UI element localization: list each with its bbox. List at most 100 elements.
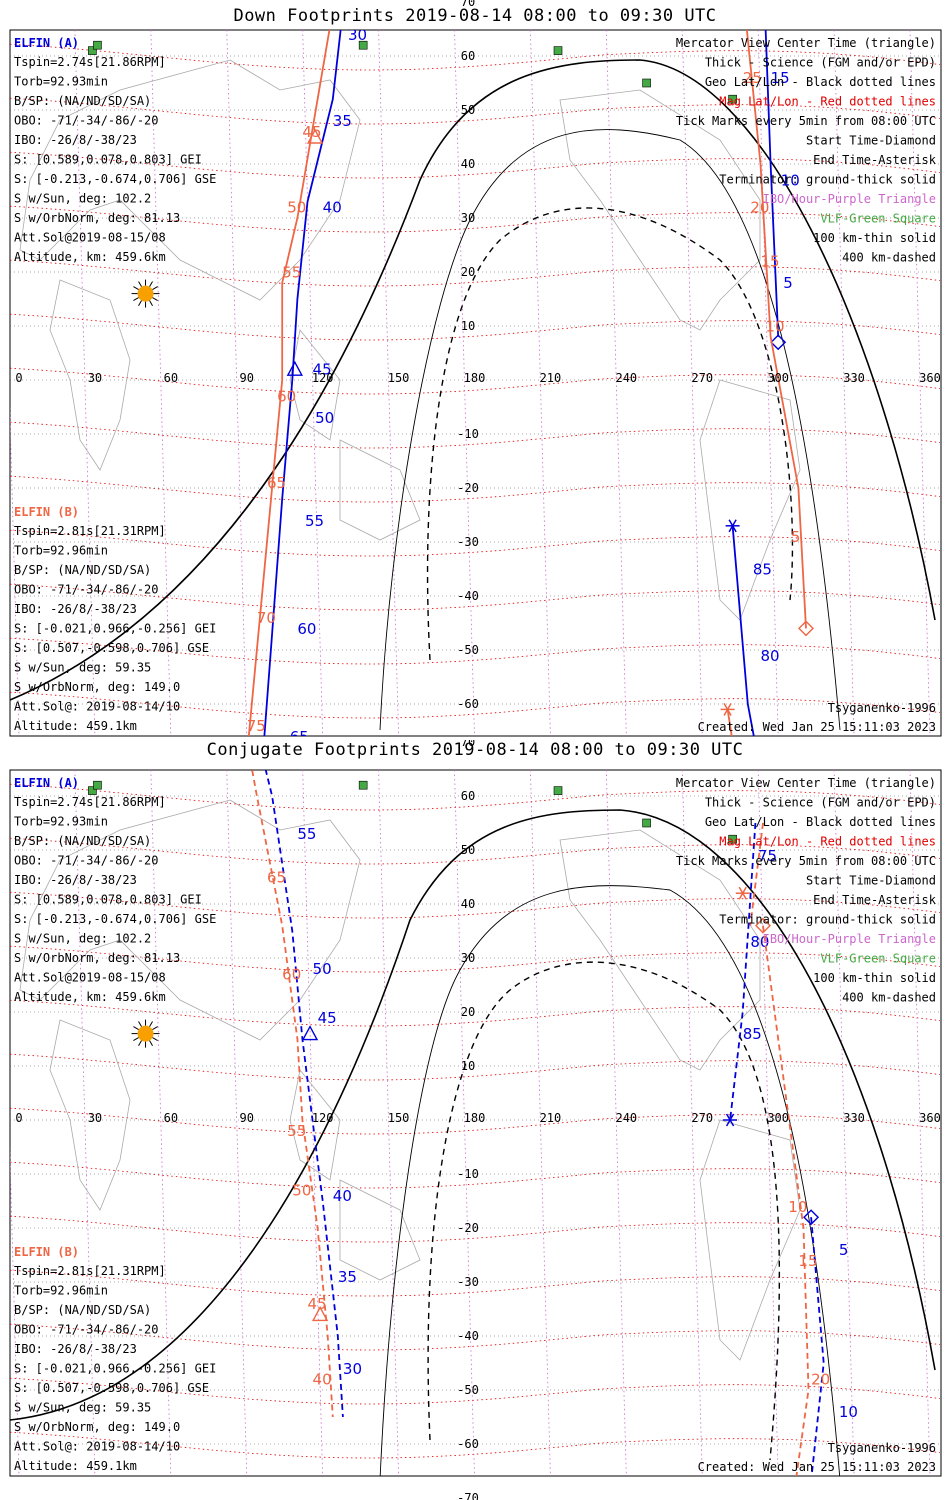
mag-lon-line — [226, 770, 248, 1476]
mag-lon-line — [74, 30, 96, 736]
terminator-ground — [10, 59, 936, 701]
center-time-triangle — [311, 1305, 329, 1322]
land-outline — [339, 1179, 421, 1281]
center-time-triangle — [301, 1025, 319, 1041]
plot-frame — [9, 29, 942, 737]
lat-tick-label: 10 — [461, 1059, 475, 1073]
sun-ray — [138, 281, 142, 287]
created-label: Created: Wed Jan 25 15:11:03 2023 — [698, 1460, 936, 1474]
orbit-track-b-segment — [749, 822, 764, 926]
elfin-a-info-line: IBO: -26/8/-38/23 — [14, 133, 137, 147]
elfin-b-info-line: IBO: -26/8/-38/23 — [14, 602, 137, 616]
mag-lon-line — [681, 30, 703, 736]
sun-ray — [133, 286, 139, 291]
sun-icon — [131, 1019, 160, 1048]
elfin-a-info-line: B/SP: (NA/ND/SD/SA) — [14, 834, 151, 848]
mag-lon-line — [757, 770, 779, 1476]
legend-entry: Thick - Science (FGM and/or EPD) — [705, 56, 936, 70]
vlf-station-marker — [88, 46, 97, 55]
orbit-tick-label: 60 — [282, 966, 301, 984]
legend-entry: Tick Marks every 5min from 08:00 UTC — [676, 114, 936, 128]
terminator-100km — [379, 129, 841, 731]
vlf-station-marker — [93, 40, 102, 50]
start-time-diamond — [754, 917, 771, 934]
land-outline — [339, 439, 421, 541]
vlf-station-marker — [553, 46, 563, 55]
vlf-station-marker — [88, 786, 97, 795]
legend-entry: VLF-Green Square — [820, 952, 936, 966]
x-tick-label: 210 — [540, 371, 562, 385]
chart-title-conjugate: Conjugate Footprints 2019-08-14 08:00 to… — [206, 740, 744, 760]
elfin-a-info-line: S: [0.589,0.078,0.803] GEI — [14, 153, 202, 167]
elfin-a-info-line: Torb=92.93min — [14, 75, 108, 89]
orbit-tick-label: 50 — [315, 409, 334, 427]
orbit-tick-label: 25 — [743, 69, 762, 87]
sun-ray — [133, 1026, 139, 1031]
elfin-a-info-line: OBO: -71/-34/-86/-20 — [14, 114, 159, 128]
x-tick-label: 300 — [767, 1111, 789, 1125]
orbit-tick-label: 5 — [783, 274, 793, 292]
legend-entry: Thick - Science (FGM and/or EPD) — [705, 796, 936, 810]
land-outline — [19, 59, 361, 301]
elfin-b-info-line: Altitude: 459.1km — [14, 719, 137, 733]
sun-ray — [133, 1037, 139, 1042]
model-label: Tsyganenko-1996 — [828, 1441, 936, 1455]
land-outline — [49, 1019, 131, 1211]
lat-tick-label: -30 — [457, 1275, 479, 1289]
elfin-b-info-line: OBO: -71/-34/-86/-20 — [14, 583, 159, 597]
legend-entry: Mag Lat/Lon - Red dotted lines — [719, 835, 936, 849]
orbit-tick-label: 60 — [277, 388, 296, 406]
x-tick-label: 120 — [312, 371, 334, 385]
lat-tick-label: -30 — [457, 535, 479, 549]
x-tick-label: 330 — [843, 1111, 865, 1125]
lat-tick-label: 20 — [461, 265, 475, 279]
sun-ray — [133, 297, 139, 302]
orbit-tick-label: 40 — [323, 199, 342, 217]
sun-icon — [131, 279, 160, 308]
orbit-tick-label: 10 — [781, 172, 800, 190]
mag-lon-line — [605, 770, 627, 1476]
sun-ray — [149, 300, 153, 306]
end-time-asterisk — [723, 1113, 738, 1127]
vlf-station-marker — [642, 78, 651, 88]
elfin-b-info-line: Att.Sol@: 2019-08-14/10 — [14, 1440, 180, 1454]
mag-lon-line — [530, 770, 551, 1476]
legend-entry: Geo Lat/Lon - Black dotted lines — [705, 815, 936, 829]
orbit-tick-label: 15 — [798, 1252, 817, 1270]
elfin-b-info-line: OBO: -71/-34/-86/-20 — [14, 1323, 159, 1337]
elfin-a-info-line: OBO: -71/-34/-86/-20 — [14, 854, 159, 868]
orbit-tick-label: 40 — [313, 1371, 332, 1389]
elfin-b-info-line: B/SP: (NA/ND/SD/SA) — [14, 1303, 151, 1317]
lat-tick-label: 50 — [461, 103, 475, 117]
sun-ray — [152, 286, 158, 291]
orbit-track-a-segment — [731, 525, 755, 736]
plot-frame — [9, 769, 942, 1477]
legend-entry: Terminator: ground-thick solid — [719, 913, 936, 927]
elfin-a-info-line: Torb=92.93min — [14, 815, 108, 829]
x-tick-label: 120 — [312, 1111, 334, 1125]
legend-entry: VLF-Green Square — [820, 212, 936, 226]
mag-lon-line — [302, 770, 324, 1476]
orbit-tick-label: 60 — [277, 744, 296, 762]
legend-entry: 400 km-dashed — [842, 251, 936, 265]
orbit-tick-label: 5 — [791, 528, 801, 546]
lat-tick-label: 30 — [461, 211, 475, 225]
sun-ray — [152, 297, 158, 302]
x-tick-label: 270 — [691, 371, 713, 385]
sun-ray — [149, 281, 153, 287]
x-tick-label: 240 — [615, 371, 637, 385]
land-outline — [559, 89, 761, 331]
x-tick-label: 0 — [15, 371, 22, 385]
lat-tick-label: -60 — [457, 697, 479, 711]
mag-lon-line — [150, 770, 172, 1476]
orbit-tick-label: 35 — [338, 1268, 357, 1286]
elfin-a-info-line: Altitude, km: 459.6km — [14, 990, 166, 1004]
elfin-a-info-line: S w/Sun, deg: 102.2 — [14, 192, 151, 206]
orbit-track-b — [247, 30, 331, 736]
lat-tick-label: 60 — [461, 49, 475, 63]
mag-lon-line — [378, 770, 399, 1476]
orbit-tick-label: 15 — [771, 69, 790, 87]
legend-entry: Geo Lat/Lon - Black dotted lines — [705, 75, 936, 89]
lat-tick-label: -20 — [457, 481, 479, 495]
orbit-tick-label: 40 — [333, 1187, 352, 1205]
